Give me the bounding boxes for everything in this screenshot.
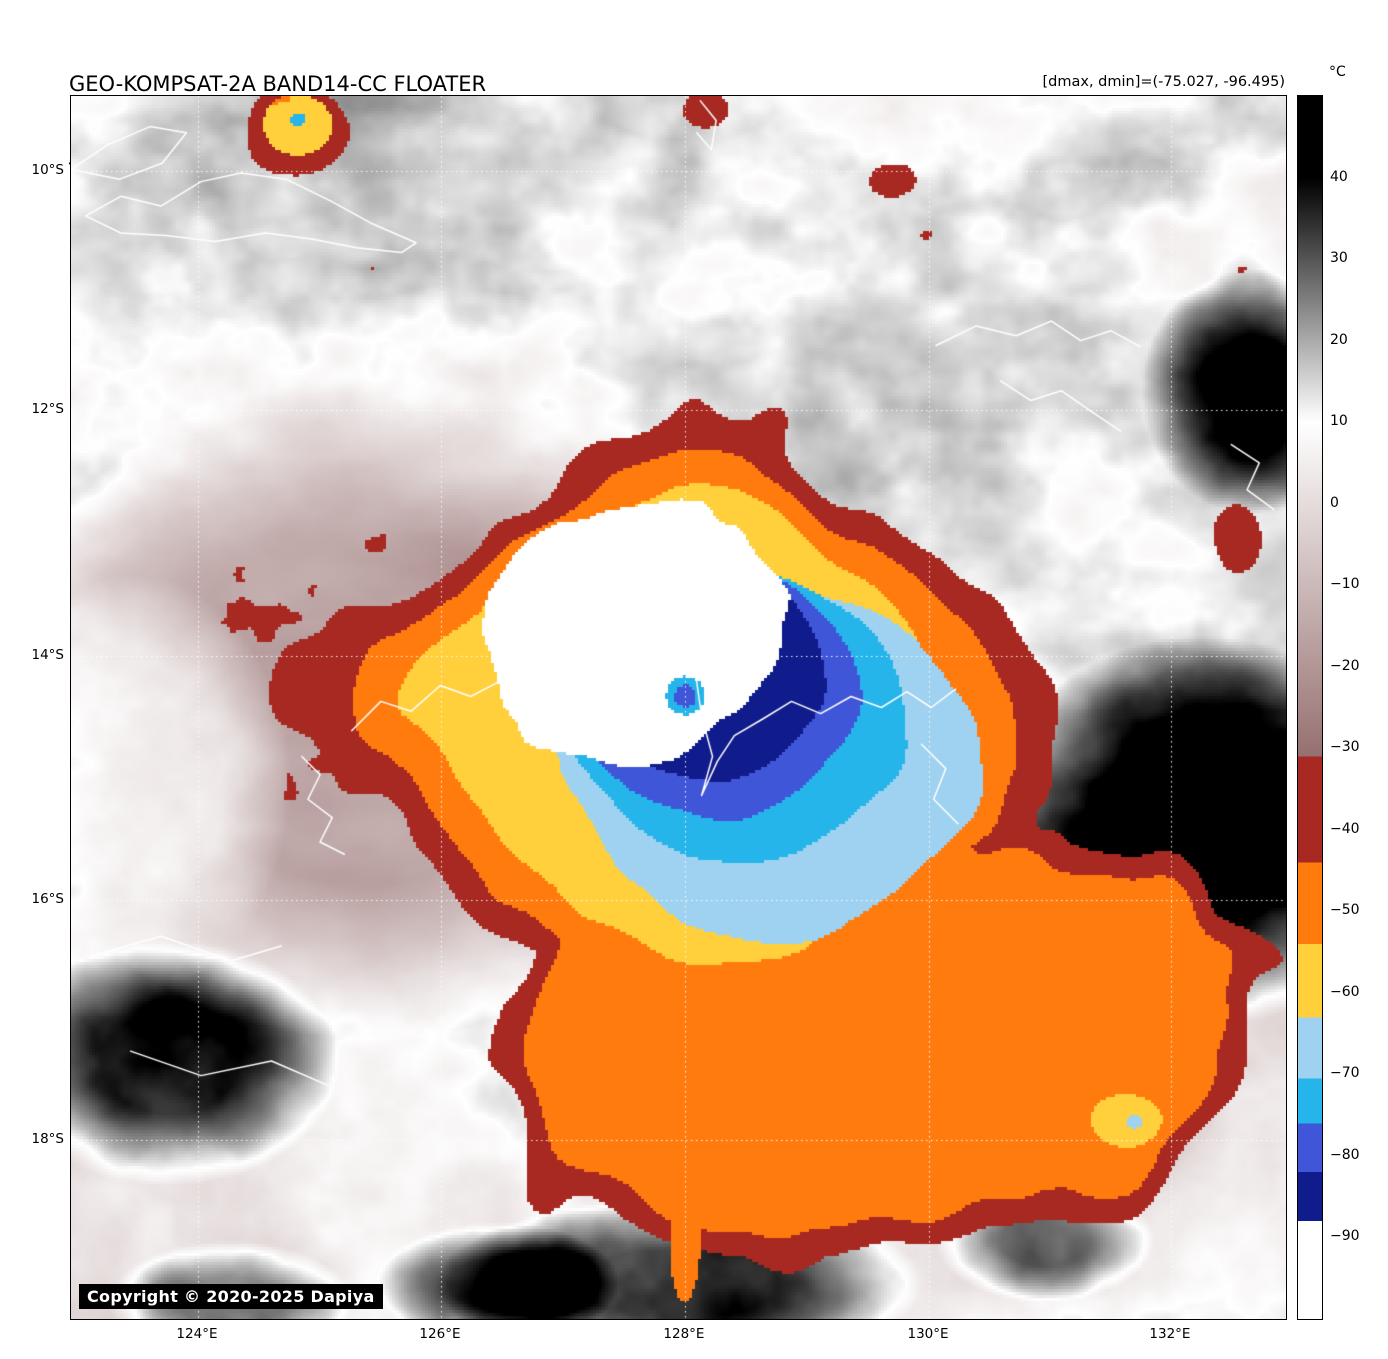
colorbar bbox=[1297, 95, 1323, 1320]
colorbar-tick-label: 40 bbox=[1330, 168, 1348, 185]
colorbar-tick-label: 10 bbox=[1330, 413, 1348, 430]
satellite-map: Copyright © 2020-2025 Dapiya bbox=[70, 95, 1287, 1320]
colorbar-tick-label: −40 bbox=[1330, 820, 1360, 837]
colorbar-tick-label: −20 bbox=[1330, 657, 1360, 674]
lat-tick-label: 18°S bbox=[31, 1130, 65, 1147]
figure-title: GEO-KOMPSAT-2A BAND14-CC FLOATER bbox=[69, 72, 487, 96]
lat-tick-label: 10°S bbox=[31, 161, 65, 178]
copyright-label: Copyright © 2020-2025 Dapiya bbox=[79, 1284, 383, 1309]
lat-tick-label: 14°S bbox=[31, 647, 65, 663]
colorbar-gradient bbox=[1298, 96, 1322, 1319]
lon-tick-label: 124°E bbox=[176, 1326, 218, 1342]
colorbar-tick-label: 30 bbox=[1330, 250, 1348, 267]
lon-tick-label: 128°E bbox=[663, 1326, 705, 1342]
colorbar-tick-label: 20 bbox=[1330, 331, 1348, 348]
colorbar-tick-label: −80 bbox=[1330, 1146, 1360, 1163]
colorbar-tick-label: −50 bbox=[1330, 902, 1360, 919]
colorbar-tick-label: −60 bbox=[1330, 983, 1360, 1000]
colorbar-tick-label: −70 bbox=[1330, 1065, 1360, 1082]
lon-tick-label: 132°E bbox=[1149, 1326, 1191, 1342]
colorbar-unit-label: °C bbox=[1329, 64, 1346, 80]
lat-tick-label: 12°S bbox=[31, 401, 65, 418]
lat-tick-label: 16°S bbox=[31, 891, 65, 907]
lon-tick-label: 130°E bbox=[907, 1326, 949, 1342]
colorbar-tick-label: −90 bbox=[1330, 1228, 1360, 1245]
colorbar-tick-label: −10 bbox=[1330, 576, 1360, 593]
colorbar-tick-label: −30 bbox=[1330, 739, 1360, 756]
lon-tick-label: 126°E bbox=[419, 1326, 461, 1342]
dmax-dmin-label: [dmax, dmin]=(-75.027, -96.495) bbox=[1042, 74, 1286, 90]
colorbar-tick-label: 0 bbox=[1330, 494, 1339, 511]
satellite-image-canvas bbox=[71, 96, 1286, 1319]
